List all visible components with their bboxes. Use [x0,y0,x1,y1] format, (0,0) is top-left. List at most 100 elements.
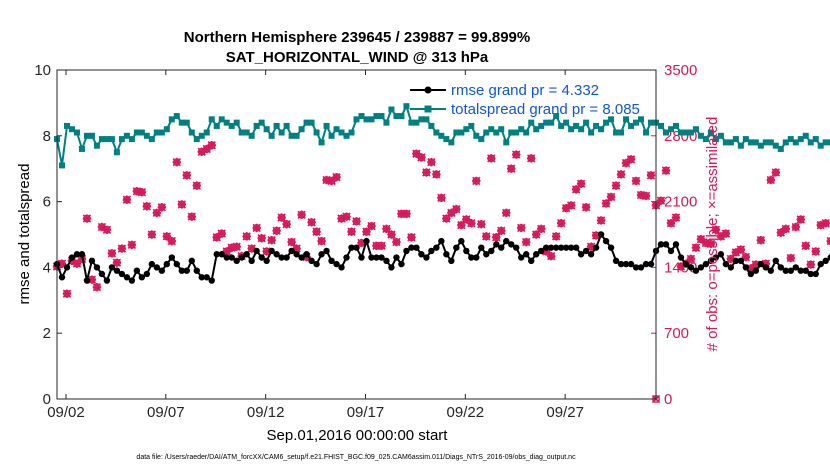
obs-assimilated-marker [736,245,746,254]
obs-assimilated-marker [601,199,611,208]
totalspread-point [792,139,799,146]
rmse-point [408,244,415,251]
obs-assimilated-marker [776,228,785,237]
totalspread-point [702,136,709,143]
rmse-point [747,270,755,278]
rmse-point [88,257,96,265]
obs-assimilated-marker [317,236,326,246]
totalspread-point [158,129,165,136]
rmse-point [473,254,480,261]
totalspread-point [193,136,200,143]
obs-assimilated-marker [801,241,810,250]
totalspread-point [538,122,545,129]
totalspread-point [513,129,520,136]
totalspread-point [373,113,380,120]
obs-assimilated-marker [342,212,351,221]
totalspread-point [712,136,719,143]
legend-rmse-label: rmse grand pr = 4.332 [451,82,599,99]
obs-assimilated-marker [217,229,226,238]
rmse-point [662,241,670,248]
rmse-point [577,251,585,258]
totalspread-point [463,126,470,133]
obs-assimilated-marker [482,232,491,241]
rmse-point [138,274,146,281]
totalspread-point [88,132,95,139]
totalspread-point [303,119,310,126]
obs-assimilated-marker [701,238,711,248]
rmse-point [353,244,360,251]
rmse-point [388,264,395,271]
rmse-point [333,260,340,268]
totalspread-point [218,116,225,123]
obs-assimilated-marker [222,247,231,256]
rmse-point [228,254,235,261]
totalspread-point [812,136,819,143]
rmse-point [557,244,565,251]
totalspread-point [273,122,280,129]
obs-assimilated-marker [107,249,117,258]
rmse-point [707,257,715,265]
rmse-point [817,260,824,268]
obs-assimilated-marker [741,252,751,262]
rmse-point [68,254,76,261]
rmse-point [433,244,440,251]
rmse-point [193,267,200,274]
totalspread-point [243,129,250,136]
obs-assimilated-marker [766,175,776,185]
rmse-point [98,270,106,278]
totalspread-point [353,116,360,123]
rmse-point [448,257,455,265]
obs-assimilated-marker [546,251,556,261]
totalspread-point [458,129,465,136]
obs-assimilated-marker [536,224,546,234]
totalspread-point [268,132,275,139]
obs-assimilated-marker [162,232,172,241]
totalspread-point [672,122,679,129]
rmse-point [702,260,710,268]
totalspread-point [293,132,300,139]
totalspread-point [548,119,555,126]
obs-assimilated-marker [72,259,82,268]
totalspread-point [498,126,505,133]
rmse-point [288,247,295,255]
rmse-point [582,247,590,255]
totalspread-point [717,132,724,139]
x-axis-label: Sep.01,2016 00:00:00 start [267,427,449,444]
obs-assimilated-marker [207,141,216,150]
obs-assimilated-marker [726,254,736,264]
totalspread-point [568,126,575,133]
obs-assimilated-marker [452,204,461,214]
obs-assimilated-marker [312,227,321,236]
rmse-point [298,254,305,261]
rmse-point [173,260,180,268]
obs-assimilated-marker [771,168,780,177]
left-y-tick-label: 4 [43,259,51,276]
rmse-point [238,254,245,261]
obs-assimilated-marker [631,176,641,186]
obs-assimilated-marker [502,208,511,218]
rmse-point [358,254,365,261]
obs-assimilated-marker [746,264,756,273]
totalspread-point [108,136,115,143]
rmse-point [443,251,450,258]
rmse-point [453,244,460,251]
obs-assimilated-marker [417,153,426,162]
rmse-point [403,247,410,255]
rmse-point [657,241,665,248]
totalspread-point [623,116,630,123]
obs-assimilated-marker [412,149,421,158]
totalspread-point [413,119,420,126]
rmse-point [767,267,775,274]
obs-assimilated-marker [472,176,481,186]
totalspread-point [153,129,160,136]
totalspread-point [578,126,585,133]
rmse-point [223,254,230,261]
right-y-tick-label: 3500 [664,62,697,79]
totalspread-point [583,119,590,126]
totalspread-point [468,122,475,129]
rmse-point [692,267,700,274]
totalspread-point [677,129,684,136]
totalspread-point [737,142,744,149]
obs-assimilated-marker [352,217,361,226]
